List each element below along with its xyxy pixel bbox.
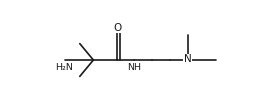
Text: NH: NH <box>127 63 141 72</box>
Text: N: N <box>184 54 191 64</box>
Text: H₂N: H₂N <box>55 63 73 72</box>
Text: O: O <box>113 23 122 33</box>
